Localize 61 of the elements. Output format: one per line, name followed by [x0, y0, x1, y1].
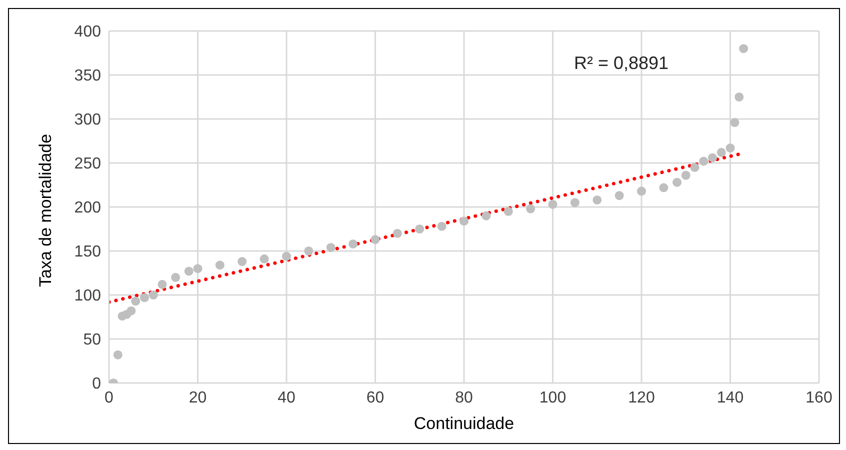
y-tick-label: 50	[83, 332, 102, 349]
point	[730, 118, 740, 128]
point	[699, 156, 708, 166]
point	[672, 178, 682, 187]
point	[282, 252, 292, 261]
point	[184, 266, 194, 276]
point	[739, 44, 748, 54]
y-tick-label: 150	[74, 244, 102, 261]
point	[260, 254, 269, 264]
point	[148, 290, 158, 300]
y-tick-label: 400	[74, 24, 102, 41]
point	[326, 242, 336, 252]
x-tick-label: 140	[716, 389, 744, 406]
point	[690, 162, 700, 172]
point	[126, 306, 136, 316]
point	[614, 191, 624, 200]
point	[681, 170, 690, 180]
x-tick-label: 160	[806, 389, 832, 406]
point	[734, 92, 744, 102]
point	[215, 260, 224, 270]
y-axis-title: Taxa de mortalidade	[36, 134, 56, 287]
point	[659, 183, 668, 192]
point	[526, 204, 536, 214]
point	[716, 148, 726, 157]
point	[548, 200, 558, 209]
point	[570, 198, 580, 208]
point	[726, 144, 735, 153]
y-tick-label: 0	[92, 376, 102, 393]
point	[140, 293, 150, 302]
x-tick-label: 120	[628, 389, 655, 406]
point	[348, 239, 358, 248]
point	[370, 235, 380, 244]
point	[592, 195, 602, 204]
point	[392, 228, 402, 238]
point	[304, 246, 314, 256]
point	[171, 272, 180, 282]
x-axis-title: Continuidade	[414, 414, 514, 433]
point	[193, 264, 202, 274]
y-tick-label: 250	[74, 156, 102, 173]
x-tick-label: 20	[188, 389, 207, 406]
x-tick-label: 80	[455, 389, 473, 406]
annotation: R² = 0,8891	[574, 53, 669, 74]
y-tick-label: 200	[74, 200, 102, 217]
x-tick-label: 60	[366, 389, 384, 406]
point	[415, 224, 424, 234]
point	[131, 296, 140, 306]
x-tick-label: 0	[104, 389, 114, 406]
point	[238, 257, 247, 266]
point	[708, 153, 718, 162]
x-tick-label: 100	[539, 389, 566, 406]
y-tick-label: 350	[74, 68, 102, 85]
point	[158, 280, 167, 289]
point	[113, 350, 122, 360]
point	[636, 186, 646, 196]
y-tick-label: 300	[74, 112, 102, 129]
point	[437, 222, 446, 231]
point	[459, 216, 469, 226]
point	[482, 211, 491, 220]
x-tick-label: 40	[278, 389, 296, 406]
y-tick-label: 100	[74, 288, 102, 305]
point	[504, 206, 513, 216]
